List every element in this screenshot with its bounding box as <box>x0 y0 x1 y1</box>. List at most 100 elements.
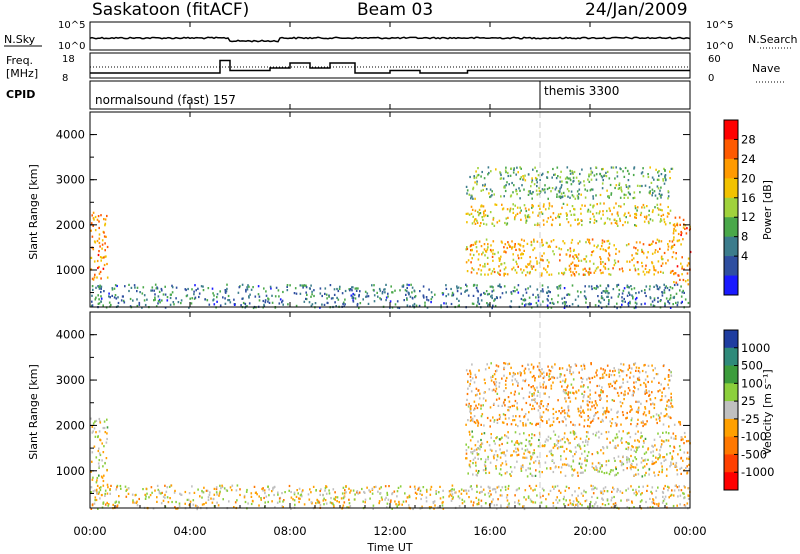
velocity-cell <box>683 469 685 472</box>
power-cell <box>514 290 516 293</box>
velocity-cell <box>358 491 361 494</box>
velocity-cell <box>683 504 686 507</box>
power-cell <box>669 170 671 173</box>
power-cell <box>567 293 569 296</box>
power-cell <box>367 295 370 298</box>
velocity-cell <box>492 388 495 391</box>
power-cell <box>492 252 494 255</box>
power-cell <box>547 171 549 174</box>
velocity-cell <box>496 392 499 395</box>
velocity-cell <box>354 493 356 496</box>
velocity-cell <box>550 449 553 452</box>
power-cell <box>623 214 626 217</box>
velocity-cell <box>521 408 523 411</box>
power-cell <box>430 291 433 294</box>
power-cell <box>678 216 681 219</box>
power-cell <box>641 206 643 209</box>
power-cell <box>499 269 502 272</box>
velocity-cell <box>554 485 557 488</box>
velocity-cell <box>391 492 394 495</box>
power-cell <box>523 177 525 180</box>
velocity-cell <box>386 502 389 505</box>
power-cell <box>102 304 104 307</box>
power-cell <box>467 212 469 215</box>
power-cell <box>246 305 248 308</box>
power-cell <box>644 184 647 187</box>
velocity-cell <box>624 390 626 393</box>
power-cell <box>648 214 650 217</box>
velocity-cell <box>627 368 629 371</box>
velocity-cell <box>667 375 670 378</box>
power-cell <box>648 243 651 246</box>
power-cell <box>279 298 282 301</box>
velocity-cell <box>307 493 310 496</box>
power-cell <box>667 245 670 248</box>
power-cell <box>552 167 554 171</box>
power-cell <box>100 285 103 288</box>
power-cell <box>170 293 172 296</box>
velocity-cell <box>515 489 518 492</box>
velocity-cell <box>534 460 537 463</box>
power-cell <box>675 257 677 260</box>
velocity-cell <box>558 499 561 502</box>
velocity-cell <box>673 423 676 426</box>
velocity-cell <box>642 439 645 443</box>
power-cell <box>138 301 141 305</box>
velocity-cell <box>532 453 534 456</box>
power-cell <box>527 303 530 306</box>
power-cell <box>660 256 663 260</box>
velocity-cell <box>651 486 654 489</box>
velocity-cell <box>516 406 518 409</box>
power-cell <box>175 297 177 300</box>
velocity-cell <box>629 376 631 379</box>
velocity-cell <box>98 474 100 477</box>
power-cell <box>633 306 636 310</box>
power-cell <box>619 219 621 222</box>
power-cell <box>97 302 100 305</box>
velocity-cell <box>101 493 103 497</box>
velocity-cell <box>533 452 536 455</box>
velocity-cell <box>655 448 658 451</box>
freq-label-1: Freq. <box>6 54 33 67</box>
velocity-cell <box>640 435 643 438</box>
velocity-cell <box>595 371 597 374</box>
power-cell <box>528 272 531 275</box>
power-cell <box>584 273 586 276</box>
velocity-cell <box>569 431 572 434</box>
velocity-cell <box>561 463 564 466</box>
power-cell <box>520 297 523 301</box>
velocity-cell <box>534 389 536 392</box>
velocity-cell <box>95 490 98 493</box>
power-cell <box>573 257 575 260</box>
power-cell <box>164 285 166 288</box>
power-cell <box>541 254 543 258</box>
velocity-cell <box>179 492 181 495</box>
velocity-cell <box>96 476 99 480</box>
power-cell <box>573 273 575 276</box>
velocity-cell <box>688 463 690 466</box>
velocity-cell <box>670 436 673 439</box>
velocity-cell <box>611 490 613 493</box>
velocity-cell <box>653 406 656 410</box>
power-cell <box>474 241 476 244</box>
velocity-cell <box>645 423 647 426</box>
power-cell <box>557 215 559 218</box>
power-cell <box>551 298 553 301</box>
power-cell <box>673 273 675 276</box>
power-cell <box>505 166 507 169</box>
velocity-cell <box>514 494 516 497</box>
velocity-cell <box>600 449 602 452</box>
velocity-cell <box>353 498 356 501</box>
velocity-cell <box>576 499 578 502</box>
power-cell <box>128 289 130 293</box>
velocity-cell <box>610 499 613 502</box>
velocity-cell <box>474 449 476 452</box>
velocity-cell <box>408 494 411 497</box>
power-cell <box>254 295 257 298</box>
velocity-cell <box>332 502 334 505</box>
power-cell <box>492 240 495 243</box>
power-cell <box>560 192 563 195</box>
velocity-cell <box>641 499 643 502</box>
velocity-colorbar-frame <box>723 329 739 491</box>
power-cell <box>568 293 571 296</box>
